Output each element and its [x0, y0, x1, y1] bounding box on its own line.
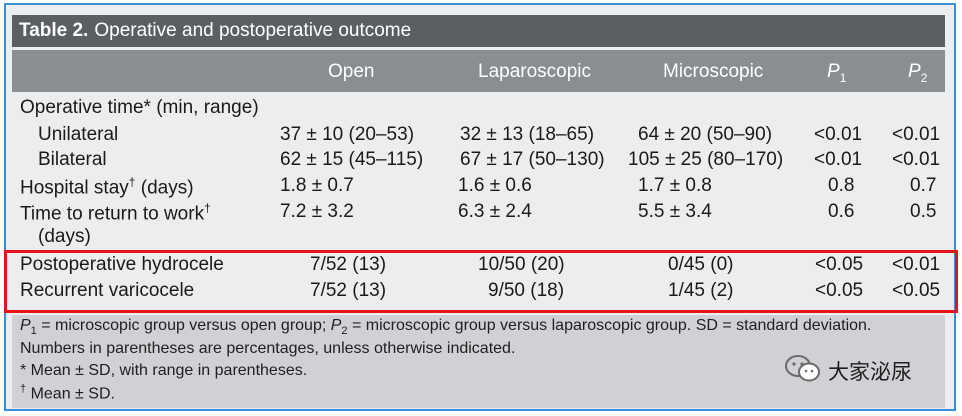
header-microscopic: Microscopic	[663, 61, 764, 82]
table-row: Operative time* (min, range)	[12, 97, 945, 123]
cell-laparoscopic: 10/50 (20)	[478, 254, 565, 275]
header-p1: P1	[827, 61, 847, 85]
row-label: Hospital stay† (days)	[20, 175, 194, 199]
row-label: Bilateral	[38, 149, 107, 170]
cell-p1: <0.01	[814, 124, 863, 145]
cell-laparoscopic: 67 ± 17 (50–130)	[460, 149, 605, 170]
table-caption: Operative and postoperative outcome	[94, 20, 412, 41]
cell-microscopic: 5.5 ± 3.4	[638, 201, 712, 222]
footnote-line-4: † Mean ± SD.	[20, 383, 115, 403]
watermark: 大家泌尿	[784, 354, 912, 388]
cell-p1: <0.05	[815, 280, 864, 301]
cell-p2: 0.7	[910, 175, 937, 196]
watermark-text: 大家泌尿	[828, 361, 912, 384]
row-label: Unilateral	[38, 124, 119, 145]
cell-p2: 0.5	[910, 201, 937, 222]
table-title: Table 2. Operative and postoperative outc…	[12, 15, 945, 47]
wechat-icon	[784, 354, 822, 389]
table-row: Bilateral 62 ± 15 (45–115) 67 ± 17 (50–1…	[12, 149, 945, 175]
cell-p2: <0.01	[892, 254, 941, 275]
cell-open: 7.2 ± 3.2	[280, 201, 354, 222]
row-label: Postoperative hydrocele	[20, 254, 224, 275]
cell-open: 37 ± 10 (20–53)	[280, 124, 415, 145]
cell-p2: <0.01	[892, 124, 941, 145]
cell-microscopic: 1/45 (2)	[668, 280, 734, 301]
cell-p2: <0.01	[892, 149, 941, 170]
row-label: Recurrent varicocele	[20, 280, 195, 301]
table-header: Open Laparoscopic Microscopic P1 P2	[12, 50, 945, 92]
footnote-line-1: P1 = microscopic group versus open group…	[20, 317, 872, 338]
cell-microscopic: 0/45 (0)	[668, 254, 734, 275]
table-footnotes: P1 = microscopic group versus open group…	[12, 315, 945, 408]
row-label: Operative time* (min, range)	[20, 97, 259, 118]
footnote-line-3: * Mean ± SD, with range in parentheses.	[20, 362, 308, 379]
cell-p1: <0.01	[814, 149, 863, 170]
cell-microscopic: 1.7 ± 0.8	[638, 175, 712, 196]
cell-open: 7/52 (13)	[310, 254, 387, 275]
cell-p1: <0.05	[815, 254, 864, 275]
header-open: Open	[328, 61, 375, 82]
highlight-box	[4, 250, 958, 313]
table-row: Unilateral 37 ± 10 (20–53) 32 ± 13 (18–6…	[12, 124, 945, 150]
cell-p1: 0.6	[828, 201, 855, 222]
cell-p1: 0.8	[828, 175, 855, 196]
cell-laparoscopic: 32 ± 13 (18–65)	[460, 124, 595, 145]
table-number: Table 2.	[19, 20, 89, 41]
row-label: (days)	[38, 226, 91, 247]
table-row: Recurrent varicocele 7/52 (13) 9/50 (18)…	[12, 280, 945, 306]
row-label: Time to return to work†	[20, 201, 211, 225]
cell-p2: <0.05	[892, 280, 941, 301]
cell-laparoscopic: 1.6 ± 0.6	[458, 175, 532, 196]
table-row: Postoperative hydrocele 7/52 (13) 10/50 …	[12, 254, 945, 280]
footnote-line-2: Numbers in parentheses are percentages, …	[20, 340, 516, 357]
table-row: Hospital stay† (days) 1.8 ± 0.7 1.6 ± 0.…	[12, 175, 945, 201]
cell-laparoscopic: 6.3 ± 2.4	[458, 201, 532, 222]
cell-microscopic: 105 ± 25 (80–170)	[628, 149, 784, 170]
cell-open: 1.8 ± 0.7	[280, 175, 354, 196]
cell-open: 62 ± 15 (45–115)	[280, 149, 424, 170]
table-row: (days)	[12, 226, 945, 252]
cell-microscopic: 64 ± 20 (50–90)	[638, 124, 773, 145]
cell-open: 7/52 (13)	[310, 280, 387, 301]
header-laparoscopic: Laparoscopic	[478, 61, 592, 82]
header-p2: P2	[908, 61, 928, 85]
table-row: Time to return to work† 7.2 ± 3.2 6.3 ± …	[12, 201, 945, 227]
cell-laparoscopic: 9/50 (18)	[488, 280, 565, 301]
